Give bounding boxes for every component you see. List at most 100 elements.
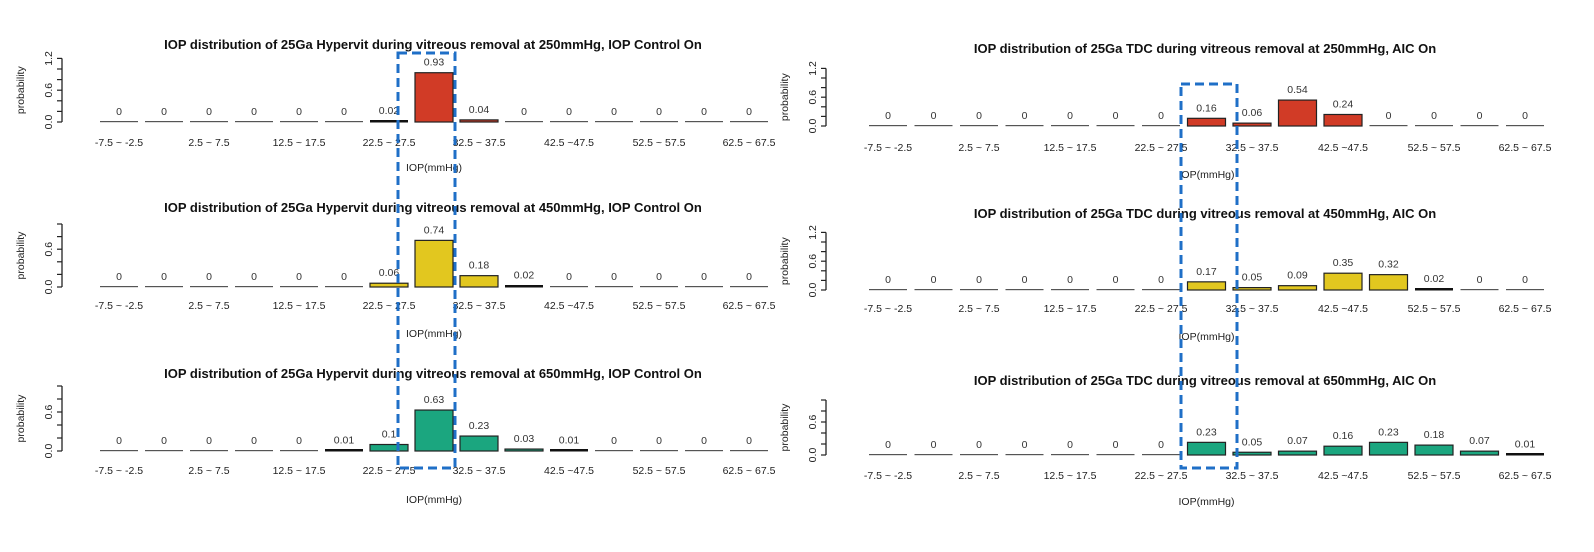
y-axis-label: probability [779, 73, 791, 122]
bar [235, 121, 273, 123]
data-label: 0.01 [559, 434, 580, 446]
data-label: 0 [296, 106, 302, 118]
y-tick-label: 0.6 [43, 83, 55, 98]
data-label: 0 [1067, 439, 1073, 451]
x-tick-label: 12.5 ~ 17.5 [1044, 142, 1097, 154]
y-tick-label: 0.6 [807, 254, 819, 269]
bar [1232, 287, 1272, 291]
data-label: 0.63 [424, 394, 445, 406]
bar [1051, 454, 1089, 456]
data-label: 0 [1158, 439, 1164, 451]
data-label: 0 [1431, 110, 1437, 122]
chart-title: IOP distribution of 25Ga TDC during vitr… [974, 206, 1436, 221]
y-tick-label: 0.0 [807, 448, 819, 463]
y-tick-label: 0.0 [43, 444, 55, 459]
data-label: 0 [931, 274, 937, 286]
bar [914, 125, 953, 127]
x-tick-label: 12.5 ~ 17.5 [1044, 470, 1097, 482]
data-label: 0 [296, 271, 302, 283]
bar [190, 121, 228, 123]
bar [869, 454, 907, 456]
data-label: 0.93 [424, 57, 445, 69]
data-label: 0 [296, 435, 302, 447]
bar [1277, 99, 1318, 127]
bar [914, 454, 953, 456]
data-label: 0 [116, 435, 122, 447]
chart-title: IOP distribution of 25Ga Hypervit during… [164, 366, 702, 381]
x-tick-label: 22.5 ~ 27.5 [363, 137, 416, 149]
bar [325, 286, 363, 288]
x-tick-label: 42.5 ~47.5 [1318, 303, 1368, 315]
data-label: 0.74 [424, 224, 445, 236]
chart-title: IOP distribution of 25Ga TDC during vitr… [974, 373, 1436, 388]
x-tick-label: 22.5 ~ 27.5 [1135, 142, 1188, 154]
bar [730, 450, 768, 452]
data-label: 0.01 [1515, 438, 1536, 450]
highlight-box-left [396, 51, 457, 470]
x-tick-label: 32.5 ~ 37.5 [1226, 303, 1279, 315]
bar [914, 289, 953, 291]
bar [595, 121, 633, 123]
x-tick-label: 12.5 ~ 17.5 [273, 465, 326, 477]
x-axis-label: IOP(mmHg) [406, 494, 462, 506]
data-label: 0.16 [1196, 102, 1217, 114]
data-label: 0 [206, 435, 212, 447]
bar [1142, 289, 1180, 291]
data-label: 0 [931, 110, 937, 122]
bar [960, 125, 998, 127]
bar [414, 72, 454, 123]
data-label: 0 [341, 106, 347, 118]
y-axis-label: probability [779, 237, 791, 286]
x-tick-label: -7.5 ~ -2.5 [864, 470, 912, 482]
data-label: 0 [656, 435, 662, 447]
bar [1460, 289, 1499, 291]
bar [369, 443, 409, 452]
bar [550, 286, 588, 288]
x-tick-label: 52.5 ~ 57.5 [633, 300, 686, 312]
data-label: 0 [161, 435, 167, 447]
bar [459, 275, 499, 288]
data-label: 0 [656, 106, 662, 118]
x-tick-label: 2.5 ~ 7.5 [188, 300, 229, 312]
data-label: 0 [976, 274, 982, 286]
data-label: 0 [746, 106, 752, 118]
bar [1506, 125, 1544, 127]
data-label: 0.17 [1196, 266, 1217, 278]
x-tick-label: 52.5 ~ 57.5 [1408, 142, 1461, 154]
data-label: 0 [1067, 110, 1073, 122]
bar [1277, 285, 1318, 291]
bar [100, 286, 138, 288]
bar [1460, 125, 1499, 127]
x-tick-label: 2.5 ~ 7.5 [958, 303, 999, 315]
bar [1415, 288, 1453, 291]
x-tick-label: 32.5 ~ 37.5 [453, 137, 506, 149]
bar [1051, 125, 1089, 127]
data-label: 0 [1022, 439, 1028, 451]
data-label: 0.02 [514, 270, 535, 282]
x-tick-label: 52.5 ~ 57.5 [633, 137, 686, 149]
bar [325, 449, 363, 452]
bar [685, 286, 723, 288]
bar [1232, 451, 1272, 456]
data-label: 0.05 [1242, 272, 1263, 284]
x-tick-label: 62.5 ~ 67.5 [1499, 142, 1552, 154]
data-label: 0.18 [469, 260, 490, 272]
bar [190, 286, 228, 288]
bar [1142, 454, 1180, 456]
x-tick-label: -7.5 ~ -2.5 [95, 137, 143, 149]
y-tick-label: 0.6 [807, 415, 819, 430]
y-axis-label: probability [15, 231, 27, 280]
x-tick-label: 42.5 ~47.5 [544, 300, 594, 312]
data-label: 0.02 [379, 105, 400, 117]
bar [414, 409, 454, 452]
x-tick-label: 2.5 ~ 7.5 [188, 465, 229, 477]
bar [595, 450, 633, 452]
x-tick-label: -7.5 ~ -2.5 [864, 142, 912, 154]
bar [685, 121, 723, 123]
y-tick-label: 1.2 [43, 51, 55, 66]
data-label: 0.07 [1287, 435, 1308, 447]
data-label: 0.06 [379, 267, 400, 279]
x-tick-label: -7.5 ~ -2.5 [864, 303, 912, 315]
chart-title: IOP distribution of 25Ga Hypervit during… [164, 200, 702, 215]
data-label: 0 [976, 439, 982, 451]
